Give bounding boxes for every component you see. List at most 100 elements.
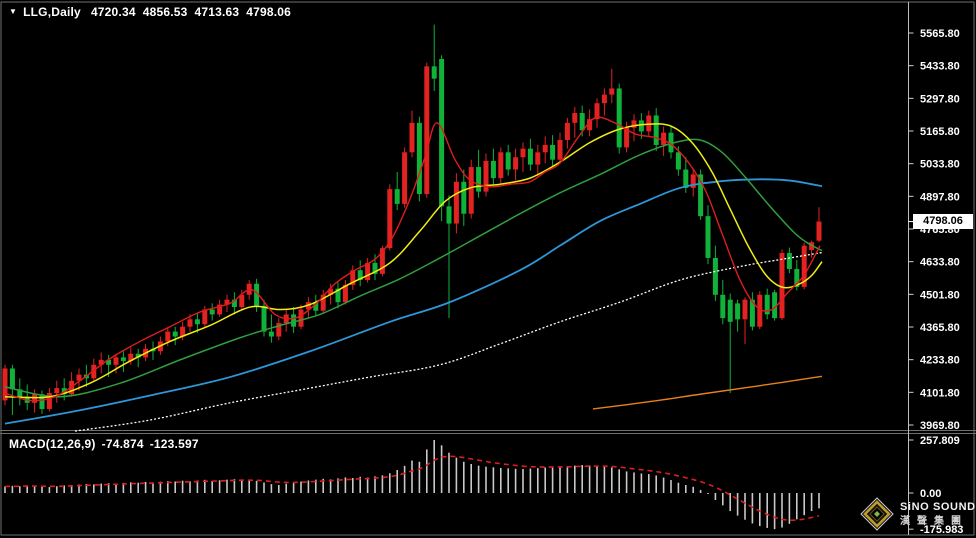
macd-indicator-label: MACD(12,26,9) -74.874 -123.597	[9, 437, 205, 451]
broker-watermark: SiNO SOUND 漢聲集團	[860, 497, 976, 531]
candle-body	[720, 294, 726, 319]
candle-body	[379, 248, 385, 274]
candle-body	[17, 389, 23, 397]
ma-blue-line	[4, 178, 823, 425]
candle-body	[32, 394, 38, 403]
brand-name-chinese: 漢聲集團	[900, 515, 968, 527]
candle-body	[461, 181, 467, 214]
candle-body	[261, 305, 267, 332]
candle-body	[446, 206, 452, 224]
candle-body	[335, 288, 341, 303]
candle-body	[298, 309, 304, 327]
candle-body	[180, 326, 186, 337]
candle-body	[209, 309, 215, 315]
symbol-label: LLG,Daily	[23, 5, 81, 19]
candle-body	[609, 88, 615, 95]
candle-body	[772, 292, 778, 319]
candle-body	[342, 284, 348, 303]
candle-body	[631, 120, 637, 128]
candle-body	[9, 368, 15, 390]
candle-body	[653, 115, 659, 145]
collapse-triangle-icon[interactable]: ▼	[9, 6, 18, 16]
y-axis-label: 5297.80	[920, 93, 960, 105]
candle-body	[194, 319, 200, 325]
candle-body	[387, 189, 393, 249]
candle-body	[520, 148, 526, 158]
candle-body	[202, 309, 208, 325]
candle-body	[513, 157, 519, 170]
brand-name: SiNO SOUND	[900, 500, 976, 513]
candle-body	[46, 393, 52, 409]
candle-body	[698, 174, 704, 217]
candle-body	[135, 353, 141, 358]
candle-body	[661, 132, 667, 145]
candle-body	[409, 122, 415, 153]
candle-body	[254, 283, 260, 306]
y-axis-label: 4501.80	[920, 289, 960, 301]
candle-body	[39, 394, 45, 409]
candle-body	[313, 302, 319, 311]
candle-body	[128, 353, 134, 362]
candle-body	[557, 140, 563, 160]
candle-body	[594, 103, 600, 120]
candle-body	[801, 245, 807, 287]
candle-body	[468, 167, 474, 214]
ma-red-line	[4, 116, 821, 402]
macd-axis-label: -175.983	[920, 524, 963, 536]
candle-body	[601, 94, 607, 104]
candle-body	[683, 169, 689, 188]
candle-body	[483, 160, 489, 192]
candle-body	[372, 262, 378, 274]
candle-body	[268, 331, 274, 337]
candlesticks	[2, 24, 822, 416]
candle-body	[498, 152, 504, 179]
candle-body	[187, 319, 193, 327]
candle-body	[579, 113, 585, 131]
candle-body	[120, 357, 126, 362]
quote-close: 4798.06	[246, 5, 292, 19]
symbol-quote-bar[interactable]: ▼ LLG,Daily 4720.34 4856.53 4713.63 4798…	[9, 5, 298, 19]
sino-sound-diamond-icon	[860, 497, 894, 531]
quote-open: 4720.34	[90, 5, 136, 19]
candle-body	[742, 299, 748, 320]
candle-body	[357, 270, 363, 281]
candle-body	[424, 66, 430, 195]
macd-signal-value: -123.597	[149, 437, 199, 451]
candle-body	[712, 257, 718, 295]
quote-high: 4856.53	[142, 5, 188, 19]
candle-body	[320, 294, 326, 311]
candle-body	[98, 359, 104, 365]
candle-body	[794, 268, 800, 287]
macd-signal-line	[4, 455, 820, 522]
candle-body	[231, 299, 237, 308]
y-axis-label: 5033.80	[920, 159, 960, 171]
candle-body	[2, 368, 8, 401]
y-axis-label: 4365.80	[920, 322, 960, 334]
candle-body	[402, 152, 408, 204]
candle-body	[276, 323, 282, 337]
candle-body	[786, 253, 792, 269]
candle-body	[490, 160, 496, 179]
ma-orange-line	[592, 375, 823, 410]
ma-white-line	[74, 251, 823, 432]
macd-name: MACD(12,26,9)	[9, 437, 96, 451]
candle-body	[550, 144, 556, 160]
y-axis-label: 3969.80	[920, 420, 960, 432]
candle-body	[394, 189, 400, 204]
candle-body	[668, 132, 674, 153]
candle-body	[217, 304, 223, 315]
y-axis-label: 5165.80	[920, 126, 960, 138]
macd-axis-label: 257.809	[920, 435, 960, 447]
current-price-tag: 4798.06	[913, 214, 973, 230]
candle-body	[764, 294, 770, 315]
y-axis-label: 4897.80	[920, 191, 960, 203]
y-axis-label: 5565.80	[920, 28, 960, 40]
candle-body	[527, 148, 533, 165]
candle-body	[757, 294, 763, 327]
macd-axis-label: 0.00	[920, 488, 941, 500]
candle-body	[542, 144, 548, 153]
candle-body	[165, 331, 171, 342]
candle-body	[239, 294, 245, 308]
candle-body	[705, 216, 711, 258]
